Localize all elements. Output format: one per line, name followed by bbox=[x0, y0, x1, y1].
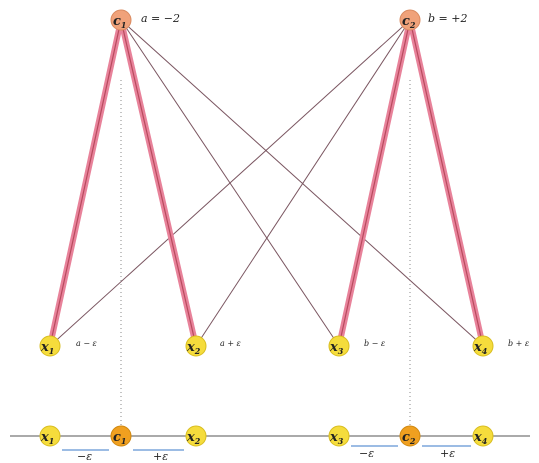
bottom-node-x3: x3 bbox=[328, 425, 350, 447]
c2-param-label: b = +2 bbox=[428, 12, 467, 25]
top-node-c2: c2 bbox=[399, 9, 421, 31]
svg-text:x2: x2 bbox=[186, 340, 201, 356]
offset-label-c2-plus: +ε bbox=[440, 447, 455, 460]
bottom-node-c1: c1 bbox=[110, 425, 132, 447]
edge-c2-x4 bbox=[409, 19, 484, 347]
mid-node-x4: x4 bbox=[472, 335, 494, 357]
svg-text:x1: x1 bbox=[40, 430, 54, 446]
svg-text:c2: c2 bbox=[402, 430, 416, 446]
edge-c2-x2 bbox=[195, 19, 411, 347]
mid-node-x2: x2 bbox=[185, 335, 207, 357]
bottom-node-x4: x4 bbox=[472, 425, 494, 447]
mid-node-x3: x3 bbox=[328, 335, 350, 357]
svg-text:x3: x3 bbox=[329, 340, 344, 356]
edge-c1-x2 bbox=[120, 19, 197, 347]
svg-text:x3: x3 bbox=[329, 430, 344, 446]
svg-text:c1: c1 bbox=[113, 430, 127, 446]
bottom-node-x1: x1 bbox=[39, 425, 61, 447]
offset-label-c2-minus: −ε bbox=[359, 447, 374, 460]
x4-annotation: b + ε bbox=[508, 339, 529, 348]
svg-text:c2: c2 bbox=[402, 14, 416, 30]
offset-label-c1-minus: −ε bbox=[77, 450, 92, 463]
strong-edges bbox=[47, 17, 486, 349]
edge-c2-x3 bbox=[338, 19, 411, 347]
svg-text:c1: c1 bbox=[113, 14, 127, 30]
mid-node-x1: x1 bbox=[39, 335, 61, 357]
c1-param-label: a = −2 bbox=[141, 12, 180, 25]
bottom-node-c2: c2 bbox=[399, 425, 421, 447]
x1-annotation: a − ε bbox=[76, 339, 97, 348]
top-node-c1: c1 bbox=[110, 9, 132, 31]
svg-text:x1: x1 bbox=[40, 340, 54, 356]
x2-annotation: a + ε bbox=[220, 339, 241, 348]
svg-text:x4: x4 bbox=[473, 430, 488, 446]
weak-edges bbox=[49, 19, 484, 347]
offset-label-c1-plus: +ε bbox=[153, 450, 168, 463]
offset-underlines bbox=[62, 445, 471, 451]
svg-text:x4: x4 bbox=[473, 340, 488, 356]
svg-text:x2: x2 bbox=[186, 430, 201, 446]
edge-c1-x1 bbox=[49, 19, 122, 347]
bottom-node-x2: x2 bbox=[185, 425, 207, 447]
edge-c1-x4 bbox=[120, 19, 484, 347]
edge-c2-x1 bbox=[49, 19, 411, 347]
x3-annotation: b − ε bbox=[364, 339, 385, 348]
